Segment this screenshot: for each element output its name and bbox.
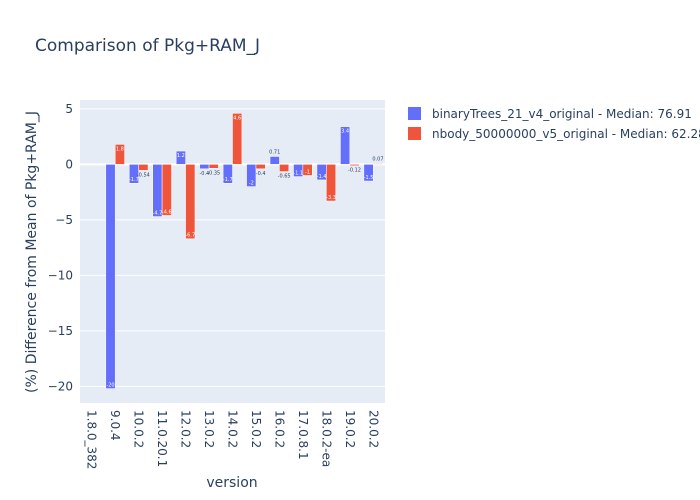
bar-label: -0.65 [278,174,291,180]
bar-series-1[interactable] [161,164,172,216]
bar-label: -1.7 [223,177,233,183]
bar-series-0[interactable] [222,164,233,184]
x-tick-label: 19.0.2 [343,410,357,448]
bar-label: -1.5 [364,175,374,181]
bar-series-1[interactable] [138,164,149,171]
x-tick-label: 1.8.0_382 [85,410,99,469]
bar-series-0[interactable] [105,164,116,389]
bar-series-1[interactable] [326,164,336,202]
x-tick-label: 13.0.2 [202,410,216,448]
bar-label: -0.35 [207,170,220,176]
x-tick-labels: 1.8.0_382 9.0.4 10.0.2 11.0.20.1 12.0.2 13.0.… [85,410,381,469]
legend[interactable]: binaryTrees_21_v4_original - Median: 76.… [408,107,700,141]
x-tick-label: 10.0.2 [132,410,146,448]
bar-series-0[interactable] [246,164,257,187]
bar-series-1[interactable] [185,164,196,239]
bar-series-1[interactable] [302,164,313,176]
bar-label: -0.4 [256,171,266,177]
bar-series-0[interactable] [199,164,210,170]
legend-label[interactable]: nbody_50000000_v5_original - Median: 62.… [432,127,700,141]
bar-label: -6.7 [185,233,195,239]
bars [105,113,383,389]
bar-label: -0.4 [199,171,209,177]
bar-label: 0.71 [269,149,280,155]
bar-label: -1.7 [129,177,139,183]
bar-series-1[interactable] [208,164,219,169]
x-tick-label: 20.0.2 [366,410,380,448]
legend-label[interactable]: binaryTrees_21_v4_original - Median: 76.… [432,107,692,121]
bar-label: 1.2 [177,153,185,159]
bar-label: -20 [106,383,114,389]
chart-title: Comparison of Pkg+RAM_J [35,36,260,56]
bar-label: -1 [305,169,310,175]
bar-series-0[interactable] [152,164,163,217]
bar-label: 1.8 [116,146,124,152]
x-axis-title: version [206,475,257,491]
bar-series-1[interactable] [373,163,383,165]
bar-label: -4.7 [153,211,163,217]
y-tick-label: 0 [65,157,73,171]
bar-series-0[interactable] [175,150,186,165]
x-tick-label: 17.0.8.1 [296,410,310,460]
bar-label: -0.54 [137,172,150,178]
bar-series-1[interactable] [255,164,266,170]
bar-label: 0.07 [372,157,383,163]
bar-series-1[interactable] [279,164,290,172]
legend-swatch[interactable] [408,107,421,120]
bar-label: 4.6 [233,115,241,121]
y-tick-label: −15 [48,324,73,338]
x-tick-label: 18.0.2-ea [319,410,333,467]
x-tick-label: 9.0.4 [108,410,122,441]
y-tick-label: 5 [65,102,73,116]
bar-label: -3.3 [326,195,336,201]
x-tick-label: 14.0.2 [226,410,240,448]
bar-label: -1.4 [317,174,327,180]
bar-label: -4.6 [162,209,172,215]
x-tick-label: 11.0.20.1 [155,410,169,467]
bar-label: -2 [249,181,254,187]
bar-series-1[interactable] [349,164,360,166]
bar-label: 3.4 [341,129,349,135]
y-tick-labels: 5 0 −5 −10 −15 −20 [48,102,73,393]
legend-swatch[interactable] [408,127,421,140]
y-axis-title: (%) Difference from Mean of Pkg+RAM_J [24,111,40,393]
bar-series-0[interactable] [340,126,351,165]
y-tick-label: −20 [48,379,73,393]
y-tick-label: −10 [48,268,73,282]
bar-series-1[interactable] [232,113,243,165]
bar-series-1[interactable] [114,144,125,165]
x-tick-label: 12.0.2 [179,410,193,448]
bar-label: -0.12 [348,168,361,174]
y-tick-label: −5 [55,213,73,227]
bar-series-0[interactable] [129,164,139,184]
bar-labels: -20 -1.7 -4.7 1.2 -0.4 -1.7 -2 0.71 -1.1 -1.4 3.4 -… [106,115,383,388]
bar-label: -1.1 [293,171,303,177]
x-tick-label: 16.0.2 [272,410,286,448]
x-tick-label: 15.0.2 [249,410,263,448]
bar-series-0[interactable] [269,156,280,165]
bar-series-0[interactable] [363,164,374,182]
